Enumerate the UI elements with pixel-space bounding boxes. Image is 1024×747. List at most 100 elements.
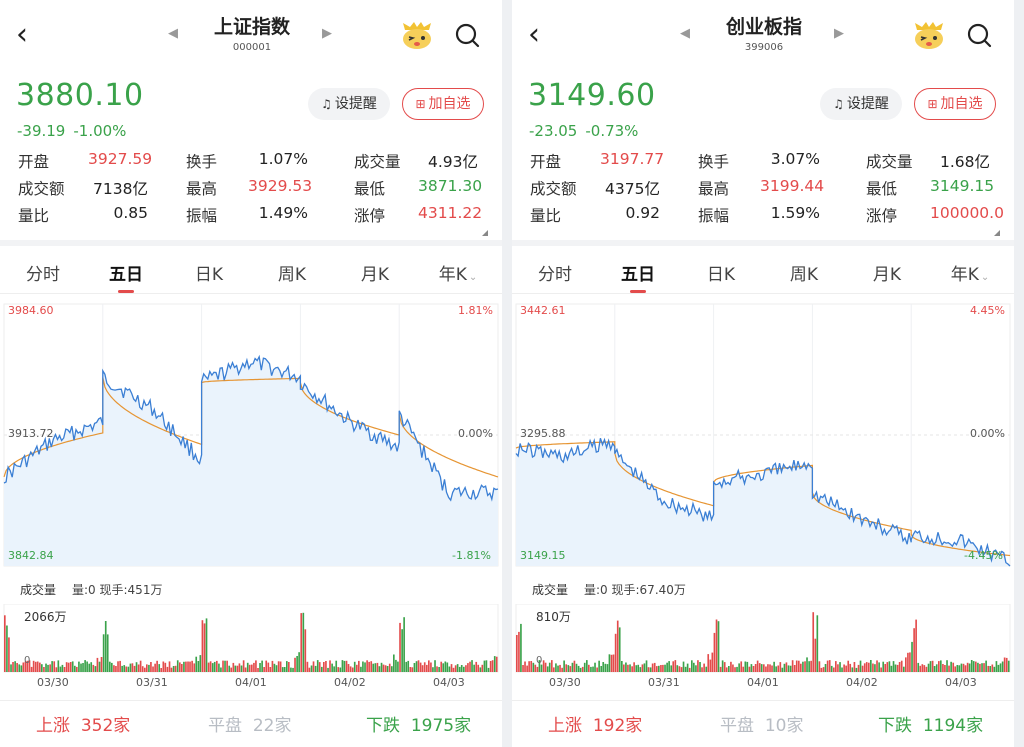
tab-1[interactable]: 五日 (603, 260, 673, 293)
stat-label: 成交额 (530, 180, 577, 198)
volume-bar (49, 664, 51, 672)
tab-5[interactable]: 年K ⌄ (438, 265, 478, 285)
volume-bar (236, 665, 239, 672)
add-favorite-button[interactable]: ⊞ 加自选 (914, 88, 996, 120)
caret-left-icon[interactable]: ◀ (680, 26, 690, 41)
volume-chart[interactable] (0, 604, 502, 674)
volume-bar (736, 666, 738, 672)
volume-chart[interactable] (512, 604, 1014, 674)
five-day-chart[interactable] (0, 296, 502, 572)
volume-bar (1003, 657, 1006, 672)
volume-bar (39, 662, 41, 672)
volume-bar (129, 663, 132, 672)
set-alert-button[interactable]: ♫ 设提醒 (308, 88, 390, 120)
volume-bar (281, 667, 284, 672)
volume-bar (432, 667, 434, 672)
stat-label: 最高 (698, 180, 730, 198)
volume-bar (164, 662, 167, 672)
volume-bar (923, 665, 926, 672)
mascot-icon[interactable] (400, 20, 434, 50)
volume-bar (63, 667, 66, 672)
tab-5[interactable]: 年K ⌄ (950, 265, 990, 285)
volume-bar (577, 665, 580, 672)
search-icon[interactable] (452, 20, 482, 50)
volume-bar (259, 663, 261, 672)
expand-corner-icon[interactable] (482, 230, 488, 236)
caret-left-icon[interactable]: ◀ (168, 26, 178, 41)
volume-bar (473, 664, 475, 672)
volume-bar (975, 661, 977, 672)
volume-bar (69, 662, 72, 672)
volume-header: 成交量 量:0 现手:67.40万 (532, 581, 686, 598)
volume-bar (516, 635, 518, 672)
volume-bar (22, 662, 25, 672)
caret-right-icon[interactable]: ▶ (322, 26, 332, 41)
volume-bar (942, 664, 944, 672)
back-button[interactable]: ‹ (528, 20, 556, 52)
date-tick: 04/03 (433, 676, 465, 689)
stat-value: 3199.44 (760, 177, 825, 195)
volume-bar (197, 661, 200, 672)
volume-bar (82, 663, 84, 672)
volume-bar (232, 662, 235, 672)
tab-4[interactable]: 月K (872, 265, 902, 285)
set-alert-button[interactable]: ♫ 设提醒 (820, 88, 902, 120)
volume-info: 量:0 现手:67.40万 (584, 583, 686, 597)
volume-bar (890, 665, 893, 672)
volume-bar (448, 666, 451, 672)
expand-corner-icon[interactable] (994, 230, 1000, 236)
change-percent: -0.73% (585, 122, 639, 140)
volume-bar (84, 660, 86, 672)
unchanged: 平盘 22家 (208, 716, 292, 736)
volume-bar (586, 660, 588, 672)
volume-bar (812, 612, 815, 672)
volume-bar (53, 661, 56, 672)
volume-bar (265, 660, 268, 672)
stat-label: 最低 (866, 180, 898, 198)
date-tick: 04/02 (334, 676, 366, 689)
add-favorite-button[interactable]: ⊞ 加自选 (402, 88, 484, 120)
tab-0[interactable]: 分时 (538, 265, 572, 285)
back-button[interactable]: ‹ (16, 20, 44, 52)
stat-label: 成交量 (354, 153, 401, 171)
volume-bar (588, 664, 590, 672)
mascot-icon[interactable] (912, 20, 946, 50)
volume-bar (8, 637, 10, 672)
tab-3[interactable]: 周K (277, 265, 307, 285)
tab-0[interactable]: 分时 (26, 265, 60, 285)
pct-axis-mid: 0.00% (458, 427, 493, 440)
date-tick: 03/30 (37, 676, 69, 689)
caret-right-icon[interactable]: ▶ (834, 26, 844, 41)
market-breadth: 上涨 352家 平盘 22家 下跌 1975家 (0, 700, 502, 740)
stat-value: 1.59% (770, 204, 820, 222)
volume-bar (255, 660, 257, 672)
volume-area (515, 604, 1011, 673)
tab-2[interactable]: 日K (706, 265, 736, 285)
tab-4[interactable]: 月K (360, 265, 390, 285)
stat-value: 100000.0 (930, 204, 1004, 222)
stat-label: 换手 (698, 153, 730, 171)
tab-1[interactable]: 五日 (91, 260, 161, 293)
volume-bar (456, 664, 459, 672)
volume-bar (209, 661, 212, 672)
volume-bar (358, 660, 360, 672)
volume-bar (933, 666, 936, 672)
volume-bar (709, 659, 712, 672)
stat-label: 换手 (186, 153, 218, 171)
volume-bar (995, 661, 998, 672)
five-day-chart[interactable] (512, 296, 1014, 572)
search-icon[interactable] (964, 20, 994, 50)
volume-bar (841, 667, 843, 672)
tab-3[interactable]: 周K (789, 265, 819, 285)
tab-2[interactable]: 日K (194, 265, 224, 285)
volume-bar (907, 652, 909, 672)
volume-bar (290, 667, 292, 672)
volume-bar (491, 660, 494, 672)
volume-bar (318, 662, 321, 672)
y-axis-mid: 3295.88 (520, 427, 566, 440)
volume-bar (868, 662, 870, 672)
volume-bar (680, 667, 683, 672)
volume-bar (575, 663, 578, 672)
pct-axis-min: -4.45% (964, 549, 1003, 562)
volume-bar (981, 663, 983, 672)
